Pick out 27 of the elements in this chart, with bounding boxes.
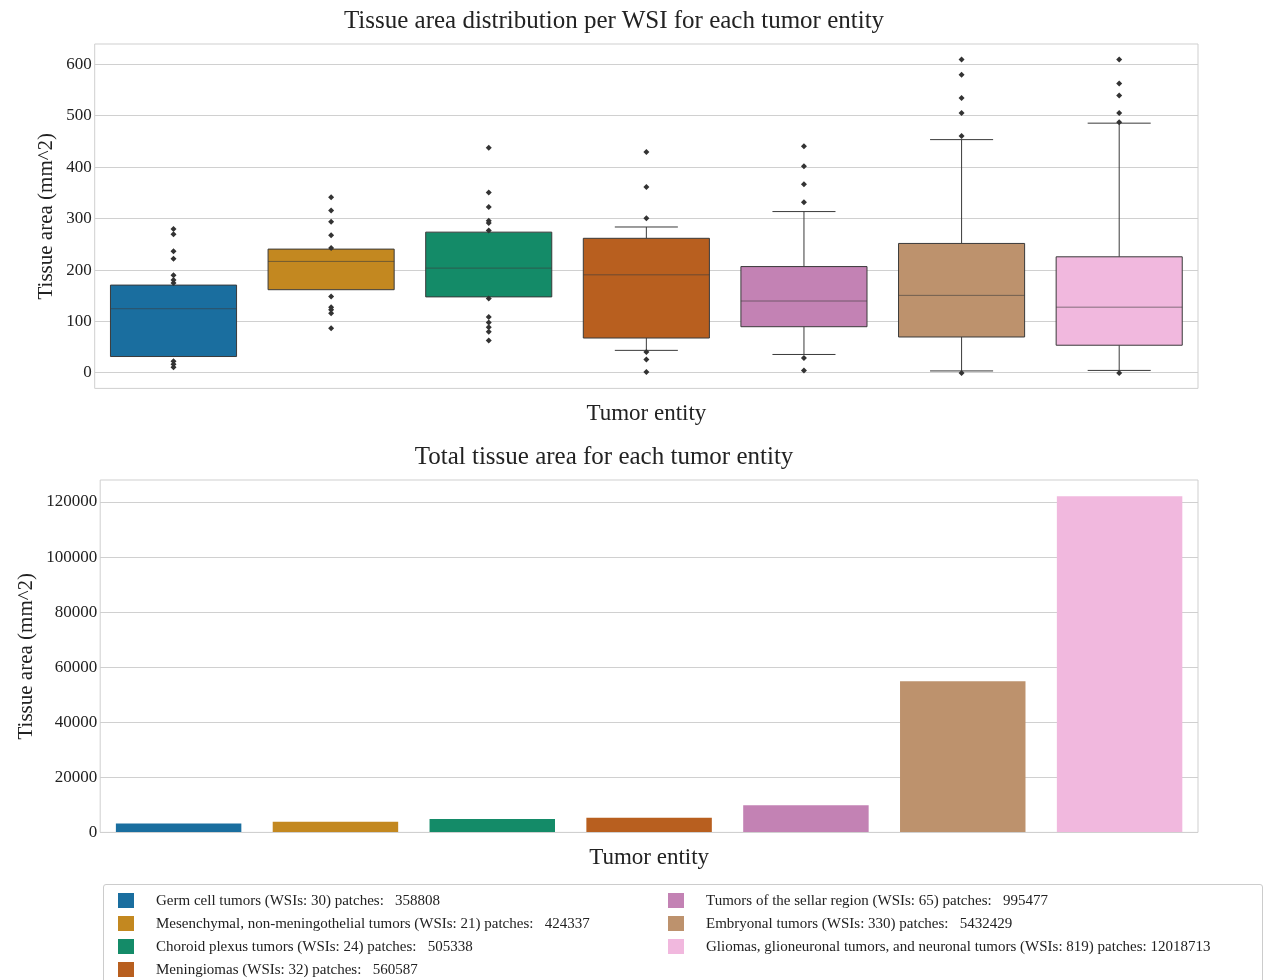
- chart-title: Total tissue area for each tumor entity: [414, 441, 794, 469]
- y-tick-label: 500: [66, 105, 92, 125]
- y-tick-label: 600: [66, 54, 92, 74]
- y-axis-title: Tissue area (mm^2): [33, 132, 58, 300]
- y-tick-label: 60000: [54, 656, 98, 676]
- y-tick-label: 100: [66, 311, 92, 331]
- y-tick-label: 400: [66, 156, 92, 176]
- y-tick-label: 20000: [54, 766, 98, 786]
- y-axis-title: Tissue area (mm^2): [13, 572, 38, 740]
- legend-label: Choroid plexus tumors (WSIs: 24) patches: 505338: [156, 938, 473, 955]
- legend-label: Germ cell tumors (WSIs: 30) patches: 358808: [156, 892, 441, 909]
- legend-label: Mesenchymal, non-meningothelial tumors (WSIs: 21) patches: 424337: [156, 915, 590, 932]
- y-tick-label: 120000: [46, 491, 98, 511]
- y-tick-label: 80000: [54, 601, 98, 621]
- y-tick-label: 0: [88, 821, 98, 841]
- y-tick-label: 40000: [54, 711, 98, 731]
- y-tick-label: 0: [83, 362, 92, 382]
- legend-label: Tumors of the sellar region (WSIs: 65) patches: 995477: [706, 892, 1048, 909]
- y-tick-label: 300: [66, 208, 92, 228]
- legend-label: Embryonal tumors (WSIs: 330) patches: 5432429: [706, 915, 1013, 932]
- y-tick-label: 200: [66, 259, 92, 279]
- x-axis-title: Tumor entity: [589, 844, 710, 870]
- legend-label: Gliomas, glioneuronal tumors, and neuronal tumors (WSIs: 819) patches: 12018713: [706, 938, 1211, 955]
- chart-title: Tissue area distribution per WSI for each tumor entity: [343, 5, 885, 33]
- x-axis-title: Tumor entity: [586, 400, 707, 426]
- y-tick-label: 100000: [46, 546, 98, 566]
- legend-label: Meningiomas (WSIs: 32) patches: 560587: [156, 961, 418, 978]
